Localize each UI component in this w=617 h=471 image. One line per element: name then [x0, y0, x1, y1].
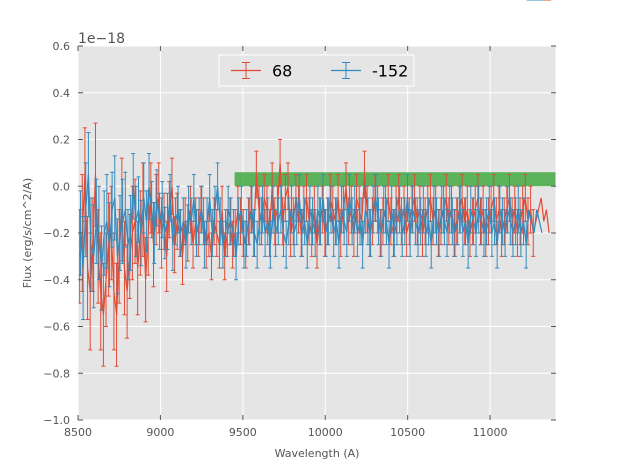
- series-1: [78, 0, 544, 320]
- legend-entry-1: -152: [331, 62, 408, 81]
- axes-layer: 8500 9000 9500 10000 10500 11000 −1.0 −0.8 −0.6 −…: [43, 40, 557, 439]
- legend-label: -152: [372, 62, 408, 81]
- y-tick-label: −0.6: [43, 321, 70, 334]
- shaded-band: [234, 172, 556, 187]
- y-tick-label: −0.4: [43, 274, 70, 287]
- x-tick-label: 9500: [229, 426, 257, 439]
- y-offset-text: 1e−18: [78, 31, 125, 47]
- series-line: [79, 174, 543, 269]
- y-axis-label: Flux (erg/s/cm^2/A): [21, 178, 34, 288]
- series-layer: [77, 0, 552, 367]
- legend-label: 68: [272, 62, 292, 81]
- x-axis-label: Wavelength (A): [275, 447, 360, 460]
- legend-entry-0: 68: [231, 62, 292, 81]
- y-tick-label: 0.0: [53, 180, 71, 193]
- y-tick-label: −0.2: [43, 227, 70, 240]
- x-tick-label: 9000: [146, 426, 174, 439]
- x-tick-label: 10500: [390, 426, 425, 439]
- band-layer: [234, 172, 556, 187]
- legend: 68 -152: [218, 54, 415, 87]
- y-tick-label: 0.6: [53, 40, 71, 53]
- y-tick-label: 0.2: [53, 134, 71, 147]
- y-tick-label: −1.0: [43, 414, 70, 427]
- x-tick-label: 8500: [64, 426, 92, 439]
- y-tick-label: 0.4: [53, 87, 71, 100]
- y-tick-label: −0.8: [43, 367, 70, 380]
- x-tick-label: 11000: [473, 426, 508, 439]
- x-tick-label: 10000: [308, 426, 343, 439]
